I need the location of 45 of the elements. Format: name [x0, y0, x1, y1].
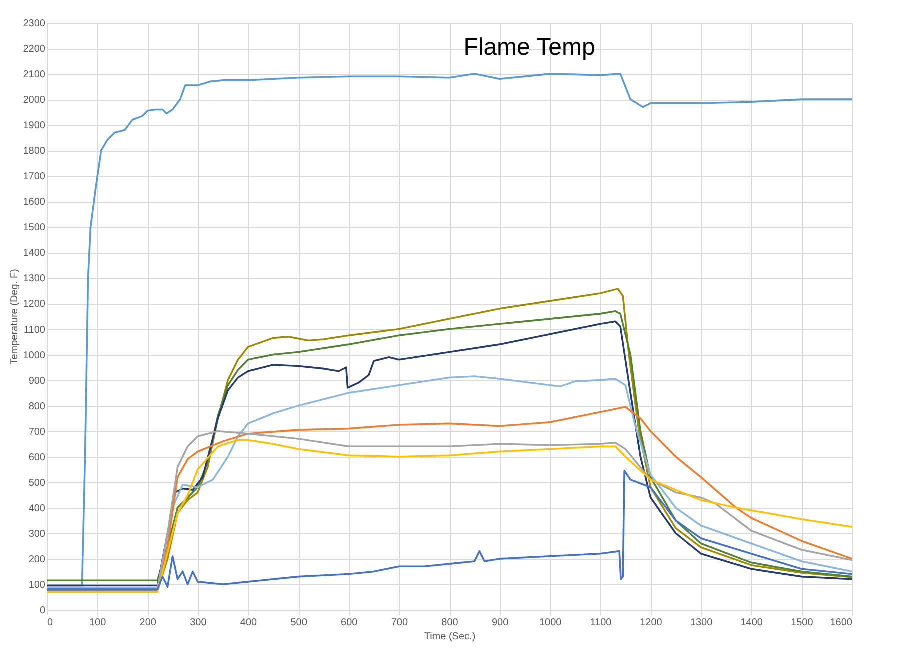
x-tick-label: 1200 — [640, 618, 663, 628]
x-tick-label: 1300 — [690, 618, 714, 628]
y-tick-label: 300 — [28, 528, 46, 540]
x-tick-label: 200 — [140, 618, 157, 628]
y-tick-label: 200 — [28, 554, 46, 566]
x-tick-label: 1100 — [590, 618, 612, 628]
y-tick-label: 1600 — [23, 197, 46, 208]
y-tick-label: 2000 — [23, 95, 46, 106]
x-tick-label: 300 — [190, 618, 208, 628]
x-tick-label: 100 — [89, 618, 107, 628]
y-tick-label: 1400 — [23, 248, 46, 260]
x-axis-title: Time (Sec.) — [424, 632, 476, 642]
y-tick-label: 1200 — [23, 299, 46, 310]
x-tick-label: 800 — [442, 618, 459, 628]
chart-title: Flame Temp — [464, 34, 596, 61]
x-tick-label: 700 — [391, 618, 408, 628]
y-tick-label: 1700 — [23, 172, 46, 183]
y-tick-label: 2100 — [23, 70, 46, 81]
y-tick-label: 1300 — [23, 274, 46, 285]
y-tick-label: 400 — [28, 503, 46, 514]
y-tick-label: 1500 — [23, 222, 46, 234]
y-tick-label: 500 — [28, 478, 46, 489]
x-tick-label: 600 — [341, 618, 358, 628]
y-tick-label: 1800 — [23, 146, 46, 158]
y-tick-label: 600 — [28, 452, 46, 464]
y-tick-label: 1100 — [24, 324, 46, 336]
x-tick-label: 1500 — [791, 618, 814, 628]
y-tick-label: 700 — [28, 426, 46, 438]
y-tick-label: 2200 — [23, 44, 46, 56]
y-tick-label: 100 — [28, 580, 46, 591]
x-tick-label: 900 — [492, 618, 510, 628]
y-tick-label: 1900 — [23, 120, 46, 132]
x-tick-label: 1600 — [830, 618, 853, 628]
y-tick-label: 900 — [28, 376, 46, 387]
x-tick-label: 1400 — [740, 618, 764, 628]
line-series — [47, 470, 852, 590]
y-tick-label: 1000 — [23, 350, 46, 362]
x-tick-label: 500 — [290, 618, 308, 628]
y-tick-label: 800 — [28, 401, 46, 412]
y-tick-label: 2300 — [23, 18, 46, 30]
x-tick-label: 400 — [240, 618, 258, 628]
x-tick-label: 1000 — [540, 618, 562, 628]
y-tick-label: 0 — [40, 606, 46, 616]
x-tick-label: 0 — [48, 618, 54, 628]
y-axis-title: Temperature (Deg. F) — [9, 269, 20, 365]
